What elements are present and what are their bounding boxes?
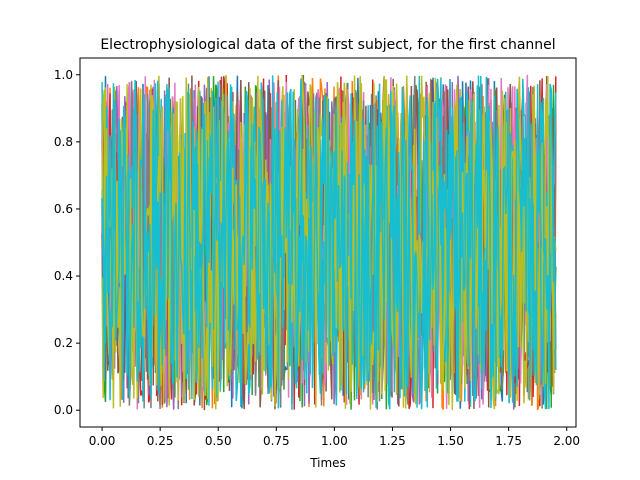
- y-tick-label: 0.8: [54, 135, 73, 149]
- x-tick-label: 1.75: [495, 434, 522, 448]
- plot-frame: [79, 57, 577, 428]
- x-tick-label: 1.50: [437, 434, 464, 448]
- series-line: [101, 75, 557, 410]
- y-tick-label: 0.6: [54, 202, 73, 216]
- x-axis-label: Times: [309, 456, 346, 470]
- x-tick-label: 1.25: [379, 434, 406, 448]
- x-tick-label: 2.00: [553, 434, 580, 448]
- x-axis: 0.00 0.25 0.50 0.75 1.00 1.25 1.50 1.75 2.00: [89, 427, 580, 448]
- x-tick-label: 0.75: [263, 434, 290, 448]
- series-layer: [101, 74, 557, 411]
- x-tick-label: 0.25: [147, 434, 174, 448]
- x-tick-label: 0.50: [205, 434, 232, 448]
- y-tick-label: 1.0: [54, 68, 73, 82]
- y-axis: 0.0 0.2 0.4 0.6 0.8 1.0: [54, 68, 80, 417]
- x-tick-label: 0.00: [89, 434, 116, 448]
- x-tick-label: 1.00: [321, 434, 348, 448]
- chart-title: Electrophysiological data of the first s…: [100, 37, 555, 53]
- y-tick-label: 0.2: [54, 336, 73, 350]
- y-tick-label: 0.0: [54, 403, 73, 417]
- y-tick-label: 0.4: [54, 269, 73, 283]
